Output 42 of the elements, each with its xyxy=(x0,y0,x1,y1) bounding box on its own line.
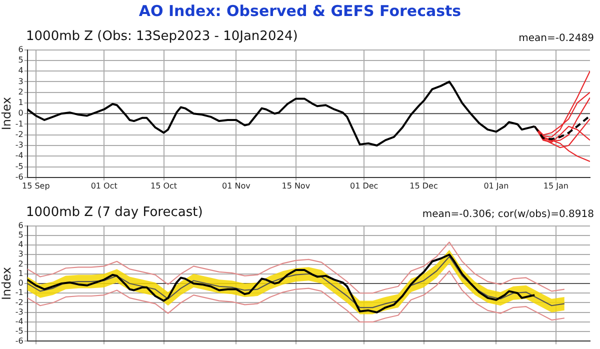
y-tick-label: 3 xyxy=(18,76,24,86)
y-tick-label: 2 xyxy=(18,259,24,268)
y-tick-label: -2 xyxy=(15,130,24,139)
y-tick-label: -3 xyxy=(15,307,24,316)
x-tick-label: 01 Nov xyxy=(222,181,251,190)
y-tick-label: 5 xyxy=(18,230,24,240)
y-tick-label: 1 xyxy=(18,98,24,108)
y-tick-label: -5 xyxy=(15,162,24,171)
text: mean=-0.306; cor(w/obs)=0.8918 xyxy=(422,209,594,220)
x-tick-label: 01 Jan xyxy=(484,181,509,190)
y-tick-label: 0 xyxy=(18,108,24,118)
y-tick-label: 3 xyxy=(18,250,24,259)
x-tick-label: 15 Nov xyxy=(282,181,310,190)
y-tick-label: 1 xyxy=(18,268,24,278)
y-tick-label: 0 xyxy=(18,278,24,288)
x-tick-label: 01 Dec xyxy=(350,181,378,190)
y-tick-label: -6 xyxy=(15,172,24,182)
text: mean=-0.2489 xyxy=(518,33,594,44)
y-tick-label: -5 xyxy=(15,326,24,336)
y-tick-label: 4 xyxy=(18,66,24,76)
chart-title: 1000mb Z (7 day Forecast) xyxy=(26,205,203,220)
x-tick-label: 15 Sep xyxy=(22,181,50,190)
chart-title: AO Index: Observed & GEFS Forecasts xyxy=(138,1,462,22)
x-tick-label: 15 Jan xyxy=(543,181,568,190)
y-tick-label: 5 xyxy=(18,56,24,65)
y-tick-label: -2 xyxy=(15,298,24,307)
y-tick-label: -1 xyxy=(15,119,24,128)
y-tick-label: -3 xyxy=(15,140,24,150)
y-tick-label: 6 xyxy=(18,44,24,54)
x-tick-label: 15 Oct xyxy=(150,181,178,190)
y-tick-label: 4 xyxy=(18,240,24,250)
y-axis-title: Index xyxy=(0,266,14,300)
y-tick-label: 6 xyxy=(18,220,24,230)
x-tick-label: 15 Dec xyxy=(410,181,438,190)
y-axis-title: Index xyxy=(0,97,14,130)
y-tick-label: 2 xyxy=(18,87,24,96)
chart-subtitle: 1000mb Z (Obs: 13Sep2023 - 10Jan2024) xyxy=(26,29,298,44)
y-tick-label: -4 xyxy=(15,151,24,160)
y-tick-label: -6 xyxy=(15,336,24,346)
x-tick-label: 01 Oct xyxy=(90,181,118,190)
y-tick-label: -1 xyxy=(15,288,24,298)
y-tick-label: -4 xyxy=(15,317,24,326)
